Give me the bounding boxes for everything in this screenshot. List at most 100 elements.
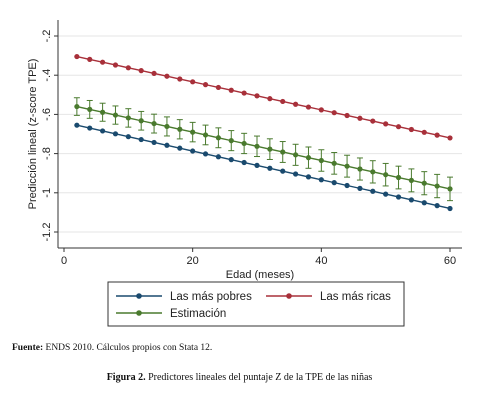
- series-2-point-12: [228, 138, 234, 144]
- series-1-point-29: [447, 135, 453, 141]
- series-0-point-28: [434, 203, 440, 209]
- series-2-point-11: [215, 135, 221, 141]
- series-1-point-12: [228, 87, 234, 93]
- series-2-point-3: [112, 112, 119, 118]
- series-0-point-0: [74, 122, 80, 128]
- series-1-point-20: [331, 110, 337, 116]
- series-1-point-7: [164, 73, 170, 79]
- series-2-point-27: [421, 180, 427, 186]
- series-1-point-28: [434, 132, 440, 138]
- series-1-point-4: [125, 65, 131, 71]
- series-0-point-12: [228, 157, 234, 163]
- series-1-point-3: [112, 62, 119, 68]
- series-1-point-16: [280, 98, 286, 105]
- series-1-point-6: [151, 70, 157, 77]
- series-0-point-21: [344, 182, 350, 189]
- series-1-point-17: [293, 101, 299, 107]
- legend-box: [107, 281, 405, 327]
- series-2-point-5: [138, 118, 144, 124]
- series-2-point-9: [190, 129, 196, 135]
- series-1-point-15: [267, 96, 273, 102]
- series-0-point-4: [125, 134, 131, 140]
- series-0-point-17: [293, 171, 299, 177]
- legend-label-1: Las más ricas: [320, 291, 391, 303]
- series-0-point-7: [164, 142, 170, 148]
- series-2-point-1: [87, 106, 93, 112]
- series-1-point-26: [408, 126, 414, 133]
- series-1-point-22: [357, 115, 363, 121]
- x-tick-label-0: 0: [61, 255, 67, 267]
- series-1-point-23: [370, 118, 376, 124]
- series-1-point-27: [421, 129, 427, 135]
- series-2-point-26: [408, 177, 414, 183]
- y-axis-title: Predicción lineal (z-score TPE): [27, 59, 39, 210]
- x-tick-label-2: 40: [315, 255, 327, 267]
- series-0-point-15: [267, 165, 273, 171]
- series-2-point-25: [395, 174, 402, 181]
- series-1-point-14: [254, 93, 260, 99]
- source-text: ENDS 2010. Cálculos propios con Stata 12…: [43, 343, 213, 353]
- series-1-point-24: [383, 121, 389, 127]
- chart: -.2 -.4 -.6 -.8 -1 -1.2 0 20 40 60 Predicción line…: [27, 20, 462, 327]
- series-1-point-2: [100, 59, 106, 65]
- series-0-point-16: [280, 168, 286, 174]
- y-tick-label-3: -.8: [41, 147, 53, 160]
- series-2-point-21: [344, 163, 350, 169]
- series-0-point-11: [215, 154, 221, 160]
- series-2-point-23: [370, 169, 376, 175]
- series-1-point-10: [202, 82, 209, 88]
- series-2-point-14: [254, 143, 260, 149]
- series-0-point-6: [151, 139, 157, 146]
- series-0-point-3: [112, 131, 119, 137]
- series-0-point-29: [447, 205, 453, 212]
- series-0-point-14: [254, 162, 260, 168]
- x-axis-title: Edad (meses): [226, 269, 294, 281]
- series-1-point-9: [190, 79, 196, 85]
- series-0-line: [76, 124, 451, 210]
- series-0-point-20: [331, 180, 337, 186]
- series-2-point-0: [74, 103, 80, 110]
- y-tick-label-2: -.6: [41, 108, 53, 121]
- series-2-point-22: [357, 166, 363, 172]
- legend-marker-2: [136, 310, 142, 316]
- series-2-point-13: [241, 140, 247, 147]
- series-2-point-6: [151, 120, 157, 127]
- caption-text: Predictores lineales del puntaje Z de la…: [145, 372, 373, 383]
- series-0-point-24: [383, 191, 389, 197]
- series-1-point-13: [241, 90, 247, 96]
- series-0-point-1: [87, 125, 93, 131]
- series-1-point-18: [305, 104, 312, 110]
- x-tick-label-3: 60: [444, 255, 456, 267]
- series-0-point-9: [190, 148, 196, 154]
- y-tick-label-4: -1: [41, 188, 53, 198]
- caption-label: Figura 2.: [106, 372, 146, 383]
- series-2-point-16: [280, 149, 286, 155]
- series-0-point-2: [100, 128, 106, 134]
- series-2-point-10: [202, 132, 209, 138]
- series-1-point-8: [177, 76, 183, 82]
- series-2-point-8: [177, 126, 183, 132]
- series-2-point-15: [267, 146, 273, 152]
- series-0-point-19: [318, 177, 324, 183]
- x-tick-label-1: 20: [187, 255, 199, 267]
- chart-svg: -.2 -.4 -.6 -.8 -1 -1.2 0 20 40 60 Predicción line…: [27, 20, 462, 327]
- series-2-point-7: [164, 123, 170, 130]
- legend-label-2: Estimación: [170, 308, 226, 320]
- series-0-point-22: [357, 185, 363, 191]
- series-0-point-18: [305, 174, 312, 180]
- legend-marker-1: [286, 293, 292, 299]
- series-2-point-17: [293, 152, 299, 158]
- series-0-point-27: [421, 200, 427, 206]
- series-1-point-25: [395, 124, 402, 130]
- y-tick-label-5: -1.2: [41, 223, 53, 242]
- series-2-point-24: [383, 172, 389, 178]
- series-1-line: [76, 55, 451, 139]
- series-2-line: [76, 105, 451, 190]
- series-2-point-19: [318, 157, 324, 164]
- figure-caption: Figura 2. Predictores lineales del punta…: [0, 372, 479, 383]
- series-0-point-13: [241, 159, 247, 166]
- series-2-point-28: [434, 183, 440, 189]
- series-2-point-2: [100, 109, 106, 115]
- series-2-point-29: [447, 186, 453, 192]
- legend-label-0: Las más pobres: [170, 291, 252, 303]
